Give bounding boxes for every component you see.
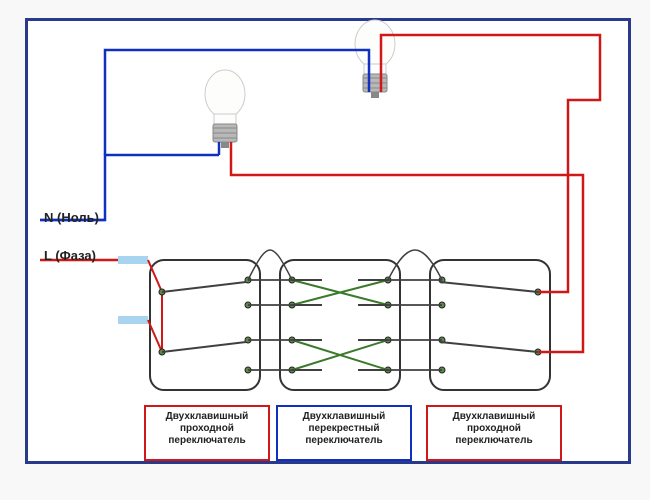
switch-right-label: Двухклавишныйпроходнойпереключатель — [426, 405, 562, 461]
line-label: L (Фаза) — [44, 248, 96, 263]
neutral-label: N (Ноль) — [44, 210, 99, 225]
switch-left-label: Двухклавишныйпроходнойпереключатель — [144, 405, 270, 461]
switch-mid-label: Двухклавишныйперекрестныйпереключатель — [276, 405, 412, 461]
